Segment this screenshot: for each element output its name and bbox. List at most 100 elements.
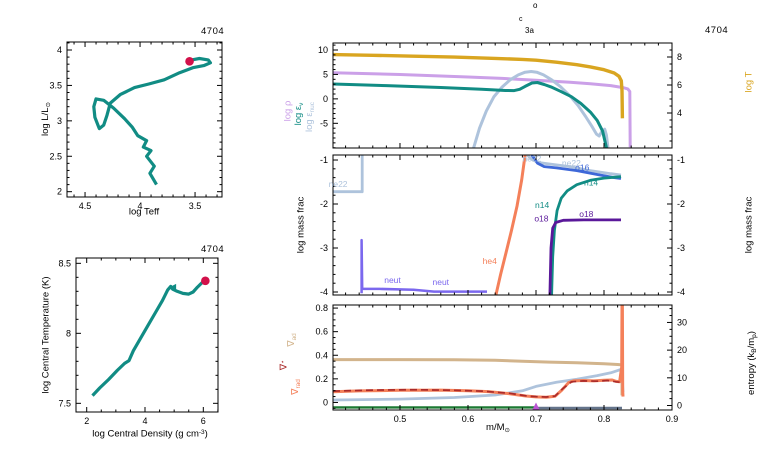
burn-label-c: c — [519, 16, 523, 23]
p1-log-eps-nu-label: log εν — [293, 102, 305, 126]
svg-text:8.5: 8.5 — [58, 258, 71, 268]
p2-n14-line — [550, 175, 622, 295]
p3-grad-rad-label: ∇rad — [290, 379, 302, 395]
svg-text:10: 10 — [318, 45, 328, 55]
svg-text:4: 4 — [57, 45, 62, 55]
svg-text:8: 8 — [677, 52, 682, 62]
svg-text:0: 0 — [677, 401, 682, 411]
svg-text:4: 4 — [142, 416, 147, 426]
p1-frame — [332, 42, 673, 149]
svg-text:5: 5 — [323, 69, 328, 79]
svg-text:-4: -4 — [677, 287, 685, 297]
p2-label-o16: o16 — [575, 162, 589, 172]
p1-series-group — [333, 52, 632, 148]
svg-text:0.8: 0.8 — [315, 303, 328, 313]
hr-series-group — [92, 56, 212, 186]
p3-grad-actual-line — [333, 379, 620, 398]
svg-text:0.8: 0.8 — [598, 414, 611, 424]
p2-ne22-shell-line — [526, 155, 622, 177]
p2-he4-line — [494, 155, 527, 295]
p2-label-ne22: ne22 — [329, 179, 348, 189]
trho-series-group — [91, 279, 206, 397]
p1-log-rho-label: log ρ — [282, 100, 294, 122]
svg-text:0: 0 — [323, 94, 328, 104]
p1-log-eps-nu-line — [333, 81, 609, 148]
trho-marker-dot — [201, 276, 210, 286]
svg-text:2: 2 — [57, 187, 62, 197]
svg-text:20: 20 — [677, 345, 687, 355]
p3-grad-star-label: ∇⋆ — [278, 359, 290, 371]
p2-label-o18: o18 — [534, 214, 548, 224]
p2-neut-line — [360, 238, 487, 294]
svg-text:0.5: 0.5 — [394, 414, 407, 424]
p1-log-rho-line — [333, 71, 632, 148]
svg-text:4.5: 4.5 — [79, 201, 92, 211]
hr-x-axis-label: log Teff — [128, 206, 160, 218]
svg-text:6: 6 — [201, 416, 206, 426]
p2-label-ne22: ne22 — [562, 158, 581, 168]
p3-marker-triangle — [532, 402, 540, 410]
svg-text:-2: -2 — [677, 199, 685, 209]
trho-marker-triangle — [168, 283, 177, 292]
svg-text:4: 4 — [677, 108, 682, 118]
svg-text:-3: -3 — [677, 243, 685, 253]
p2-o18-line — [548, 218, 621, 295]
p1-log-t-line — [333, 52, 625, 119]
svg-text:-1: -1 — [320, 155, 328, 165]
p2-series-group — [333, 155, 622, 295]
svg-text:2: 2 — [84, 416, 89, 426]
p2-frame — [332, 154, 673, 296]
svg-text:30: 30 — [677, 317, 687, 327]
svg-text:0.7: 0.7 — [530, 414, 543, 424]
svg-text:0.6: 0.6 — [462, 414, 475, 424]
p3-entropy-line — [333, 368, 625, 402]
svg-text:0.9: 0.9 — [666, 414, 679, 424]
svg-text:-1: -1 — [677, 155, 685, 165]
svg-text:0: 0 — [323, 397, 328, 407]
hr-hr-track-line — [92, 56, 212, 186]
trho-frame — [75, 257, 219, 413]
svg-text:-5: -5 — [320, 118, 328, 128]
hr-model-number: 4704 — [201, 26, 225, 37]
hr-y-axis-label: log L/L⊙ — [40, 102, 52, 136]
p2-label-o18: o18 — [579, 209, 593, 219]
svg-text:8: 8 — [66, 328, 71, 338]
svg-text:10: 10 — [677, 373, 687, 383]
profile-x-axis-label: m/M⊙ — [486, 422, 510, 434]
svg-text:6: 6 — [677, 80, 682, 90]
p3-grad-ad-label: ∇ad — [286, 333, 298, 347]
trho-x-axis-label: log Central Density (g cm-3) — [92, 428, 208, 440]
hr-marker-dot — [185, 57, 194, 66]
p2-left-mass-frac-label: log mass frac — [295, 196, 307, 254]
p2-label-ne22: ne22 — [522, 154, 541, 164]
p1-log-t-label: log T — [743, 71, 755, 93]
svg-text:0.2: 0.2 — [315, 374, 328, 384]
p3-grad-ad-line — [333, 358, 624, 396]
p2-label-neut: neut — [384, 275, 401, 285]
p3-series-group — [333, 305, 625, 410]
burn-label-3a: 3a — [525, 26, 534, 35]
p3-grad-rad-line — [333, 305, 625, 399]
p2-right-mass-frac-label: log mass frac — [743, 196, 755, 254]
trho-y-axis-label: log Central Temperature (K) — [40, 276, 52, 394]
svg-text:3.5: 3.5 — [49, 80, 62, 90]
hr-frame — [66, 41, 223, 198]
profile-model-number: 4704 — [705, 25, 729, 36]
p3-entropy-label: entropy (kB/mp) — [746, 331, 758, 395]
p2-label-he4: he4 — [483, 256, 497, 266]
svg-text:-4: -4 — [320, 287, 328, 297]
p2-label-neut: neut — [433, 277, 450, 287]
svg-text:-2: -2 — [320, 199, 328, 209]
p2-ne22-core-line — [333, 155, 364, 194]
svg-text:3.5: 3.5 — [189, 201, 202, 211]
p1-log-eps-nuc-label: log εnuc — [304, 102, 316, 132]
p2-label-n14: n14 — [584, 177, 598, 187]
svg-text:4: 4 — [138, 201, 143, 211]
burn-label-o: o — [533, 1, 538, 10]
trho-model-number: 4704 — [201, 244, 225, 255]
trho-tc-rhoc-track-line — [91, 279, 206, 397]
svg-text:0.6: 0.6 — [315, 327, 328, 337]
svg-text:0.4: 0.4 — [315, 350, 328, 360]
